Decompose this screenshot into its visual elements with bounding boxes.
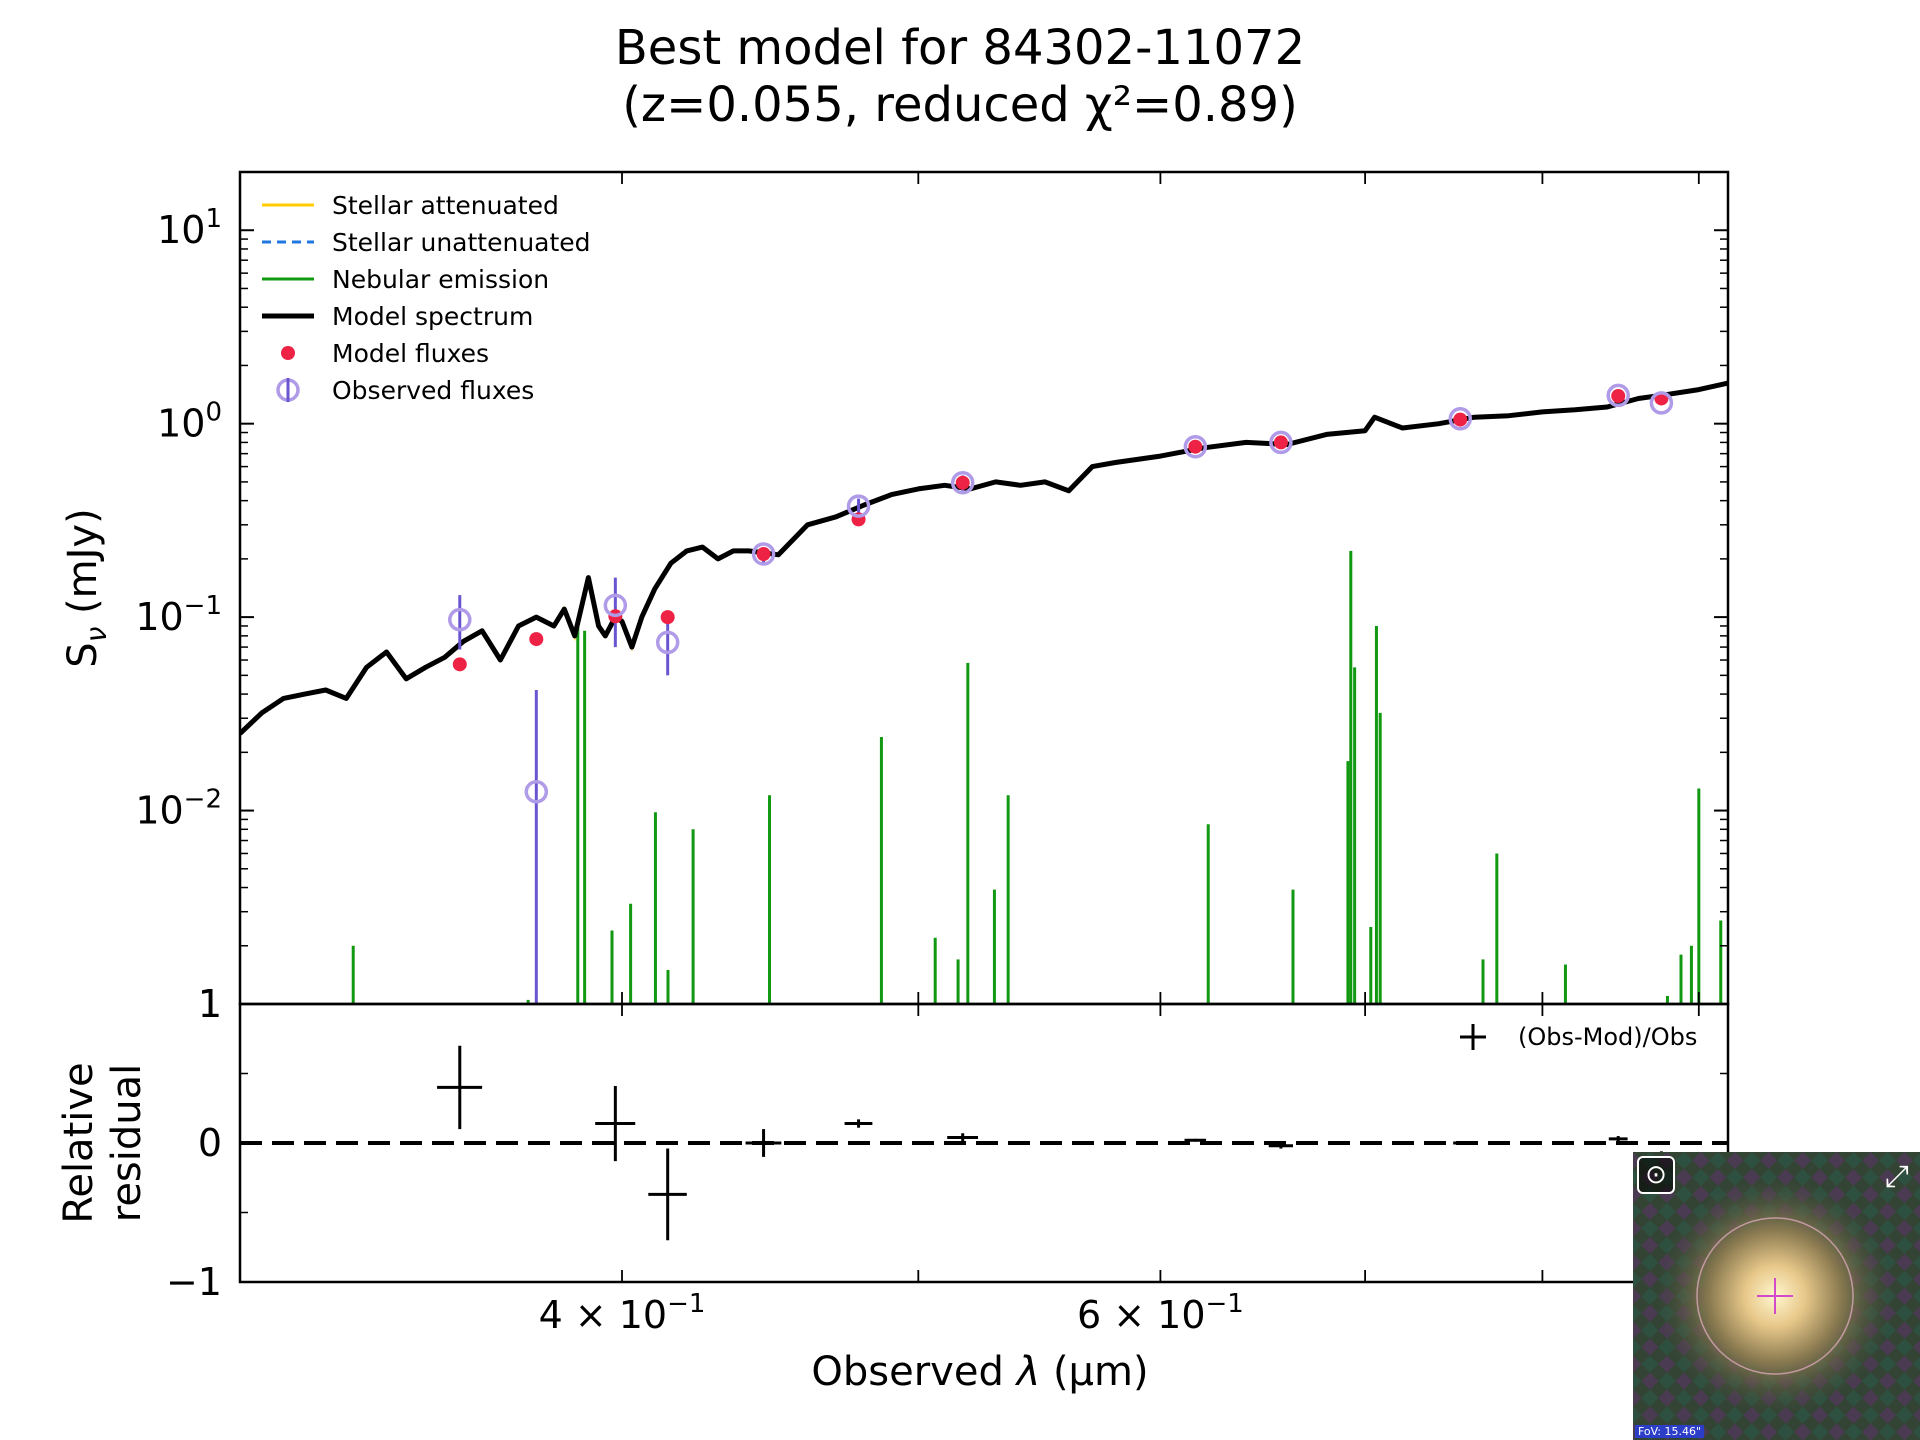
residual-panel: 1 0 −1 (Obs-Mod)/Obs Relative residual <box>56 982 1730 1304</box>
stellar-attenuated-line <box>240 381 1728 735</box>
model-flux-point-1 <box>529 632 544 647</box>
observed-flux-point-8 <box>1269 430 1293 455</box>
legend-label-4: Model fluxes <box>332 339 489 368</box>
residual-y-label-line1: Relative <box>56 1062 102 1223</box>
model-flux-point-6 <box>955 475 970 490</box>
model-flux-point-7 <box>1188 439 1203 454</box>
legend-label-1: Stellar unattenuated <box>332 228 591 257</box>
observed-flux-point-11 <box>1649 391 1674 415</box>
legend-label-0: Stellar attenuated <box>332 191 559 220</box>
y-tick-label-2: 10−1 <box>135 591 222 639</box>
model-flux-point-0 <box>452 657 467 672</box>
legend-label-2: Nebular emission <box>332 265 549 294</box>
observed-flux-point-5 <box>846 494 871 518</box>
model-flux-point-9 <box>1453 412 1468 427</box>
residual-legend: (Obs-Mod)/Obs <box>1460 1023 1697 1051</box>
x-tick-label-1: 6 × 10−1 <box>1077 1289 1244 1337</box>
x-axis-label: Observed λ (μm) <box>811 1349 1148 1395</box>
model-spectrum-line <box>240 380 1728 736</box>
res-y-tick-label-2: −1 <box>166 1260 222 1304</box>
y-tick-label-3: 10−2 <box>135 785 222 833</box>
observed-flux-point-10 <box>1606 383 1630 408</box>
model-flux-point-8 <box>1273 435 1288 450</box>
observed-flux-point-6 <box>950 471 975 495</box>
main-plot-frame <box>238 170 1730 1006</box>
fov-label: FoV: 15.46" <box>1635 1425 1705 1438</box>
residual-y-label-line2: residual <box>104 1064 150 1223</box>
x-tick-label-0: 4 × 10−1 <box>539 1289 706 1337</box>
model-flux-point-3 <box>660 610 675 625</box>
model-flux-point-4 <box>756 546 771 561</box>
res-y-tick-label-0: 1 <box>198 982 222 1026</box>
main-legend: Stellar attenuated Stellar unattenuated Ne… <box>262 191 591 405</box>
observed-flux-point-0 <box>448 607 472 632</box>
observed-flux-point-1 <box>524 780 549 804</box>
model-flux-point-10 <box>1611 389 1626 404</box>
y-tick-label-4: 1 <box>198 982 222 1026</box>
observed-flux-point-3 <box>655 630 680 655</box>
residual-legend-label: (Obs-Mod)/Obs <box>1518 1023 1697 1051</box>
cutout-image <box>1633 1152 1920 1440</box>
expand-icon[interactable]: ⤢ <box>1885 1159 1909 1194</box>
target-icon[interactable]: ⊙ <box>1637 1156 1675 1194</box>
res-y-tick-label-1: 0 <box>198 1121 222 1165</box>
legend-swatch-4 <box>281 346 295 360</box>
legend-label-3: Model spectrum <box>332 302 533 331</box>
observed-flux-point-7 <box>1183 434 1208 459</box>
legend-label-5: Observed fluxes <box>332 376 534 405</box>
y-axis-label: Sν (mJy) <box>60 508 113 667</box>
observed-flux-point-2 <box>603 593 628 618</box>
chart-title-line2: (z=0.055, reduced χ²=0.89) <box>622 77 1298 133</box>
y-tick-label-1: 100 <box>157 398 222 446</box>
sky-cutout-image: ⊙ ⤢ FoV: 15.46" <box>1633 1152 1920 1440</box>
y-tick-label-0: 101 <box>157 204 222 252</box>
observed-flux-point-9 <box>1448 407 1473 431</box>
chart-title-line1: Best model for 84302-11072 <box>615 20 1305 76</box>
observed-flux-point-4 <box>751 542 776 566</box>
